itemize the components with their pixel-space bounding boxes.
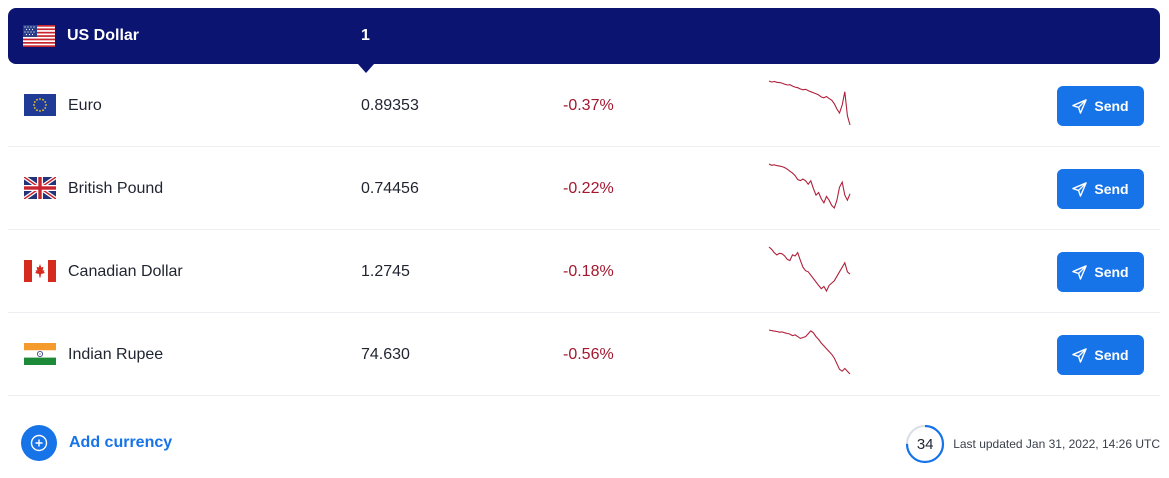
currency-list: Euro 0.89353 -0.37% Send British Pound 0… xyxy=(8,64,1160,396)
add-currency-label: Add currency xyxy=(69,434,173,451)
currency-row-canadian-dollar: Canadian Dollar 1.2745 -0.18% Send xyxy=(8,230,1160,313)
last-updated-text: Last updated Jan 31, 2022, 14:26 UTC xyxy=(953,437,1160,451)
exchange-rate: 1.2745 xyxy=(361,263,410,280)
base-currency-name: US Dollar xyxy=(67,27,140,44)
currency-row-british-pound: British Pound 0.74456 -0.22% Send xyxy=(8,147,1160,230)
send-label: Send xyxy=(1094,347,1129,363)
exchange-rate: 74.630 xyxy=(361,346,410,363)
exchange-rate: 0.74456 xyxy=(361,180,419,197)
us-flag-icon xyxy=(23,25,55,52)
send-button[interactable]: Send xyxy=(1057,169,1144,209)
sparkline-chart xyxy=(768,163,851,210)
currency-name: Canadian Dollar xyxy=(68,263,183,280)
send-icon xyxy=(1072,181,1088,197)
exchange-rate: 0.89353 xyxy=(361,97,419,114)
send-button[interactable]: Send xyxy=(1057,252,1144,292)
send-label: Send xyxy=(1094,264,1129,280)
sparkline-chart xyxy=(768,329,851,375)
currency-name: Euro xyxy=(68,97,102,114)
refresh-countdown-timer: 34 xyxy=(905,424,945,464)
base-currency-row[interactable]: US Dollar 1 xyxy=(8,8,1160,73)
sparkline-chart xyxy=(768,80,851,126)
currency-row-euro: Euro 0.89353 -0.37% Send xyxy=(8,64,1160,147)
send-button[interactable]: Send xyxy=(1057,335,1144,375)
countdown-progress-arc xyxy=(906,424,945,464)
currency-name: British Pound xyxy=(68,180,164,197)
change-percent: -0.18% xyxy=(563,263,614,280)
currency-name: Indian Rupee xyxy=(68,346,164,363)
send-icon xyxy=(1072,264,1088,280)
ca-flag-icon xyxy=(24,260,56,287)
plus-circle-icon xyxy=(21,425,57,461)
change-percent: -0.37% xyxy=(563,97,614,114)
sparkline-chart xyxy=(768,246,851,293)
change-percent: -0.56% xyxy=(563,346,614,363)
add-currency-button[interactable]: Add currency xyxy=(21,425,172,461)
base-amount-input[interactable]: 1 xyxy=(361,27,370,44)
countdown-seconds: 34 xyxy=(916,435,934,453)
change-percent: -0.22% xyxy=(563,180,614,197)
send-label: Send xyxy=(1094,98,1129,114)
eu-flag-icon xyxy=(24,94,56,121)
pointer-caret xyxy=(358,64,374,73)
currency-row-indian-rupee: Indian Rupee 74.630 -0.56% Send xyxy=(8,313,1160,396)
in-flag-icon xyxy=(24,343,56,370)
uk-flag-icon xyxy=(22,175,58,204)
send-icon xyxy=(1072,98,1088,114)
send-icon xyxy=(1072,347,1088,363)
send-button[interactable]: Send xyxy=(1057,86,1144,126)
last-updated-info: 34 Last updated Jan 31, 2022, 14:26 UTC xyxy=(905,424,1160,464)
send-label: Send xyxy=(1094,181,1129,197)
